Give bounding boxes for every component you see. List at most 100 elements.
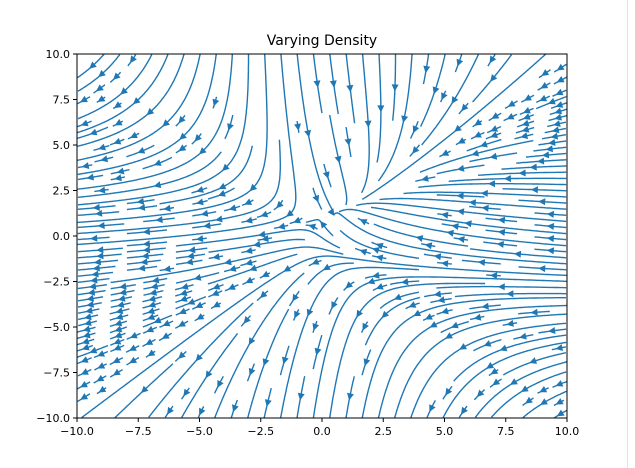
streamline-arrow	[88, 282, 97, 290]
streamline-arrow	[346, 84, 354, 93]
streamline-arrow	[473, 313, 482, 321]
streamline-arrow	[120, 87, 128, 95]
streamline-arrow	[529, 163, 537, 171]
streamline-arrow	[149, 288, 157, 296]
streamline-arrow	[87, 288, 96, 296]
plot-frame	[76, 53, 568, 419]
streamline-arrow	[114, 101, 122, 109]
streamline-arrow	[186, 252, 195, 260]
streamline-arrow	[539, 386, 548, 393]
streamline-arrow	[245, 247, 253, 254]
streamline-arrow	[451, 223, 459, 230]
streamline-arrow	[456, 192, 464, 200]
streamline-arrow	[185, 258, 194, 266]
x-axis: −10.0 −7.5 −5.0 −2.5 0.0 2.5 5.0 7.5 10.0	[60, 418, 579, 438]
streamline-arrow	[113, 137, 122, 145]
streamline-arrow	[542, 151, 550, 159]
streamline-arrow	[153, 181, 162, 189]
streamline-arrow	[114, 174, 122, 182]
streamline-arrow	[200, 209, 209, 217]
streamline-arrow	[421, 175, 429, 182]
y-tick-label: 7.5	[53, 94, 71, 107]
streamline-arrow	[461, 103, 469, 112]
y-tick-label: −2.5	[43, 276, 70, 289]
streamline-arrow	[196, 186, 204, 193]
streamline-arrow	[167, 406, 174, 415]
streamline-arrow	[548, 327, 556, 334]
streamline-arrow	[140, 258, 148, 266]
streamline	[77, 54, 201, 161]
streamline-arrow	[203, 222, 211, 229]
streamline-arrow	[555, 380, 564, 387]
streamline-arrow	[556, 76, 565, 83]
streamline-arrow	[393, 293, 402, 300]
streamline-arrow	[222, 163, 230, 171]
streamline-arrow	[119, 282, 127, 290]
streamline-arrow	[286, 209, 294, 217]
streamline-arrow	[113, 72, 121, 80]
streamline-arrow	[433, 290, 442, 298]
chart-title: Varying Density	[267, 33, 377, 49]
streamline-arrow	[178, 307, 187, 315]
streamline-arrow	[97, 362, 106, 369]
streamline-arrow	[84, 319, 92, 326]
streamline-arrow	[163, 204, 171, 212]
streamline-arrow	[115, 307, 124, 315]
streamline-arrow	[454, 124, 462, 132]
streamline-arrow	[497, 283, 505, 291]
streamline-arrow	[148, 295, 156, 302]
streamline-arrow	[142, 240, 151, 248]
streamline-arrow	[80, 95, 88, 103]
streamline-arrow	[520, 385, 529, 392]
streamline-arrow	[488, 180, 495, 188]
streamline-arrow	[481, 302, 489, 310]
x-tick-label: 7.5	[497, 425, 515, 438]
streamline-arrow	[375, 254, 384, 262]
streamline-arrow	[489, 55, 497, 64]
streamline	[419, 54, 446, 127]
streamline-arrow	[151, 276, 160, 284]
streamline-arrow	[142, 246, 151, 254]
streamline-arrow	[490, 272, 498, 280]
streamline-arrow	[137, 264, 146, 272]
streamline-arrow	[86, 294, 94, 302]
streamline-arrow	[212, 301, 221, 308]
streamline-arrow	[441, 149, 450, 156]
streamline-arrow	[162, 119, 170, 127]
window-edge-right	[627, 0, 628, 468]
streamline-arrow	[232, 404, 239, 413]
streamline-arrow	[249, 183, 258, 192]
streamline-arrow	[85, 307, 93, 314]
streamline-arrow	[119, 288, 127, 296]
streamline-arrow	[413, 309, 422, 316]
streamline	[329, 282, 486, 418]
streamline-arrow	[98, 143, 106, 151]
streamline-arrow	[100, 155, 109, 163]
streamline-arrow	[248, 367, 256, 376]
streamline	[394, 313, 567, 418]
streamline-arrow	[212, 98, 220, 107]
streamline	[474, 361, 567, 418]
streamline	[305, 219, 334, 237]
streamline-arrow	[211, 289, 220, 296]
streamline-arrow	[334, 155, 342, 164]
streamline-arrow	[491, 112, 500, 119]
streamline-arrow	[116, 167, 125, 175]
streamline-arrow	[555, 398, 564, 405]
streamline-arrow	[553, 120, 561, 127]
streamline-arrow	[294, 123, 301, 131]
streamline-arrow	[523, 107, 531, 114]
streamline-arrow	[497, 228, 506, 236]
streamline-arrow	[551, 126, 560, 134]
streamline-arrow	[486, 362, 494, 369]
streamline-arrow	[550, 132, 559, 140]
streamline-arrow	[555, 101, 564, 108]
streamline-arrow	[554, 113, 562, 121]
streamline-arrow	[116, 301, 125, 308]
streamline-arrow	[441, 260, 449, 268]
streamline-arrow	[84, 313, 92, 321]
streamline-arrow	[480, 140, 488, 148]
streamline-arrow	[546, 210, 555, 218]
streamline-arrow	[372, 271, 380, 279]
streamline-arrow	[195, 301, 204, 308]
